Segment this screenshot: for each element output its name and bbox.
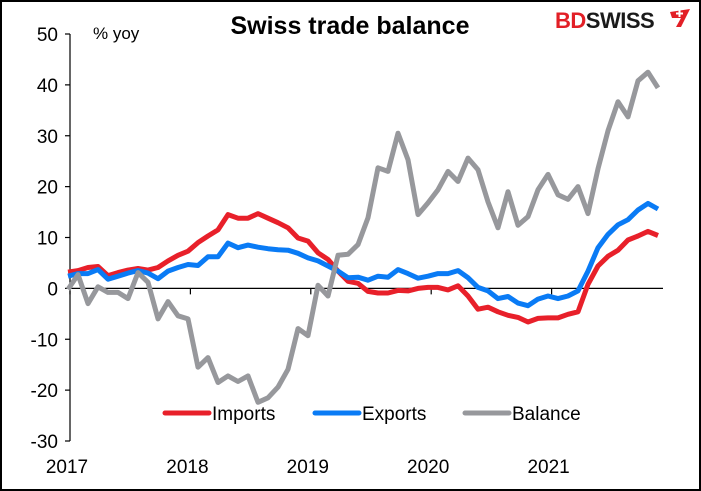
y-tick-label: 50	[37, 25, 58, 46]
legend-item-exports: Exports	[312, 404, 426, 425]
x-tick-label: 2017	[46, 457, 88, 478]
x-tick-label: 2018	[166, 457, 208, 478]
axes: -30 -20 -10 0 10 20 30 40 50 2017 2018 2019 2020 2021	[31, 25, 663, 478]
x-tick-label: 2020	[407, 457, 449, 478]
y-tick-label: 20	[37, 178, 58, 199]
series-line-balance	[65, 69, 661, 405]
logo-bd: BD	[555, 8, 586, 33]
x-tick-label: 2021	[527, 457, 569, 478]
series-line-imports	[67, 211, 659, 325]
series-group	[65, 69, 661, 405]
series-line-exports	[67, 200, 660, 309]
legend: Imports Exports Balance	[162, 404, 581, 425]
x-tick-label: 2019	[287, 457, 329, 478]
legend-item-imports: Imports	[162, 404, 275, 425]
legend-label: Exports	[362, 404, 426, 425]
logo-text: BDSWISS	[555, 8, 654, 33]
y-tick-label: -20	[31, 381, 58, 402]
y-tick-label: -10	[31, 330, 58, 351]
chart-title: Swiss trade balance	[230, 12, 469, 40]
y-tick-label: 10	[37, 229, 58, 250]
logo-swiss: SWISS	[586, 8, 654, 33]
swiss-flag-icon	[670, 9, 690, 27]
bdswiss-logo: BDSWISS	[555, 8, 690, 33]
y-tick-label: 0	[47, 279, 58, 300]
legend-item-balance: Balance	[462, 404, 581, 425]
y-tick-label: 30	[37, 127, 58, 148]
legend-label: Balance	[512, 404, 581, 425]
legend-label: Imports	[212, 404, 275, 425]
y-tick-label: -30	[31, 432, 58, 453]
y-tick-label: 40	[37, 76, 58, 97]
y-unit-label: % yoy	[93, 24, 140, 43]
